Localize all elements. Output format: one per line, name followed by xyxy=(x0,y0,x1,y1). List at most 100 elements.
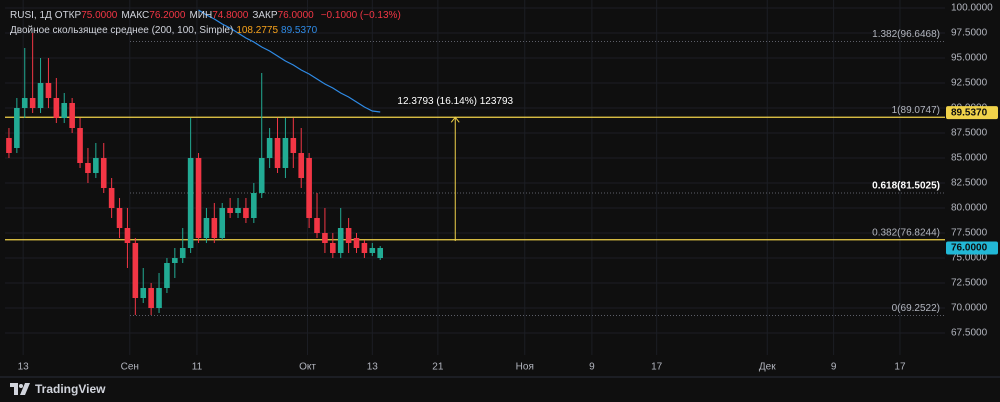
candle-body xyxy=(172,258,178,263)
y-tick-label: 75.0000 xyxy=(951,253,988,264)
x-tick-label: 17 xyxy=(894,362,906,373)
price-tag-label: 89.5370 xyxy=(951,107,988,118)
indicator-value: 108.2775 xyxy=(236,25,279,36)
candle-body xyxy=(77,128,83,163)
candle-body xyxy=(61,103,68,118)
y-tick-label: 80.0000 xyxy=(951,203,988,214)
candle-body xyxy=(322,233,328,243)
fib-label: 1.382(96.6468) xyxy=(872,29,940,40)
candle-body xyxy=(266,138,273,158)
candle-body xyxy=(156,288,162,308)
candle-body xyxy=(195,158,202,238)
candle-body xyxy=(251,193,257,218)
price-tag-label: 76.0000 xyxy=(951,243,988,254)
candle-body xyxy=(116,208,123,228)
arrow-head xyxy=(450,116,460,123)
candle-body xyxy=(314,218,320,233)
candle-body xyxy=(290,138,297,153)
y-tick-label: 92.5000 xyxy=(951,78,988,89)
price-axis-bg xyxy=(945,0,1000,402)
candle-body xyxy=(353,238,360,248)
symbol: RUSI, 1Д xyxy=(10,10,52,21)
candle-body xyxy=(274,138,281,168)
price-tag xyxy=(946,106,998,120)
legend-ohlc: RUSI, 1Д ОТКР 75.0000 МАКС 76.2000 МИН 74.800… xyxy=(10,10,401,21)
ohlc-name: МАКС xyxy=(121,10,150,21)
x-tick-label: 21 xyxy=(432,362,444,373)
price-tag xyxy=(946,241,998,255)
x-tick-label: Сен xyxy=(121,362,139,373)
candle-body xyxy=(258,158,265,193)
candle-body xyxy=(29,98,36,108)
candle-body xyxy=(377,248,384,258)
fib-label: 0.382(76.8244) xyxy=(872,227,940,238)
candle-body xyxy=(132,243,139,298)
candle-body xyxy=(187,158,194,248)
candle-body xyxy=(243,208,249,218)
x-tick-label: 13 xyxy=(367,362,379,373)
y-tick-label: 77.5000 xyxy=(951,228,988,239)
ohlc-name: ЗАКР xyxy=(252,10,278,21)
candle-body xyxy=(337,228,344,253)
candle-body xyxy=(69,103,75,128)
x-tick-label: 9 xyxy=(589,362,595,373)
brand: TradingView xyxy=(10,382,105,396)
candle-body xyxy=(211,218,218,238)
ma-line xyxy=(198,9,381,113)
candle-body xyxy=(100,158,107,188)
x-tick-label: Окт xyxy=(299,362,316,373)
y-tick-label: 100.0000 xyxy=(951,3,993,14)
candle-body xyxy=(85,163,91,173)
candle-body xyxy=(6,138,12,153)
ohlc-value: 74.8000 xyxy=(212,10,249,21)
ohlc-name: МИН xyxy=(189,10,213,21)
candle-body xyxy=(227,208,233,213)
candle-body xyxy=(235,208,241,213)
indicator-name: Двойное скользящее среднее (200, 100, Si… xyxy=(10,25,234,36)
fib-label: 1(89.0747) xyxy=(892,105,940,116)
candle-body xyxy=(53,98,60,118)
candle-body xyxy=(369,248,376,253)
x-tick-label: Ноя xyxy=(516,362,534,373)
ohlc: ОТКР 75.0000 МАКС 76.2000 МИН 74.8000 ЗАКР 76.0… xyxy=(55,10,318,21)
candle-body xyxy=(45,83,52,98)
candle-body xyxy=(219,208,226,238)
ohlc-name: ОТКР xyxy=(54,10,82,21)
y-tick-label: 85.0000 xyxy=(951,153,988,164)
x-tick-label: 17 xyxy=(651,362,663,373)
x-tick-label: 9 xyxy=(831,362,837,373)
brand-name: TradingView xyxy=(35,382,106,396)
y-tick-label: 72.5000 xyxy=(951,278,988,289)
candle-body xyxy=(93,158,99,173)
indicator-legend: Двойное скользящее среднее (200, 100, Si… xyxy=(10,25,317,36)
measure-label: 12.3793 (16.14%) 123793 xyxy=(397,96,513,107)
candle-body xyxy=(361,243,368,253)
candle-body xyxy=(14,108,20,148)
y-tick-label: 97.5000 xyxy=(951,28,988,39)
y-tick-label: 87.5000 xyxy=(951,128,988,139)
candle-body xyxy=(140,288,147,298)
candle-body xyxy=(124,228,131,243)
x-tick-label: Дек xyxy=(759,362,776,373)
y-tick-label: 95.0000 xyxy=(951,53,988,64)
fib-label: 0.618(81.5025) xyxy=(872,181,940,192)
x-tick-label: 13 xyxy=(18,362,30,373)
y-tick-label: 70.0000 xyxy=(951,303,988,314)
fib-label: 0(69.2522) xyxy=(892,303,940,314)
candle-body xyxy=(164,263,170,288)
candle-body xyxy=(179,248,186,258)
candle-body xyxy=(298,153,305,178)
candle-body xyxy=(203,218,210,238)
y-tick-label: 82.5000 xyxy=(951,178,988,189)
ohlc-value: 76.0000 xyxy=(277,10,314,21)
ohlc-value: 76.2000 xyxy=(149,10,186,21)
candle-body xyxy=(345,228,352,243)
x-tick-label: 11 xyxy=(192,362,203,373)
y-tick-label: 67.5000 xyxy=(951,328,988,339)
indicator-value: 89.5370 xyxy=(281,25,318,36)
candle-body xyxy=(21,98,28,108)
ohlc-value: 75.0000 xyxy=(81,10,118,21)
change: −0.1000 (−0.13%) xyxy=(320,10,401,21)
